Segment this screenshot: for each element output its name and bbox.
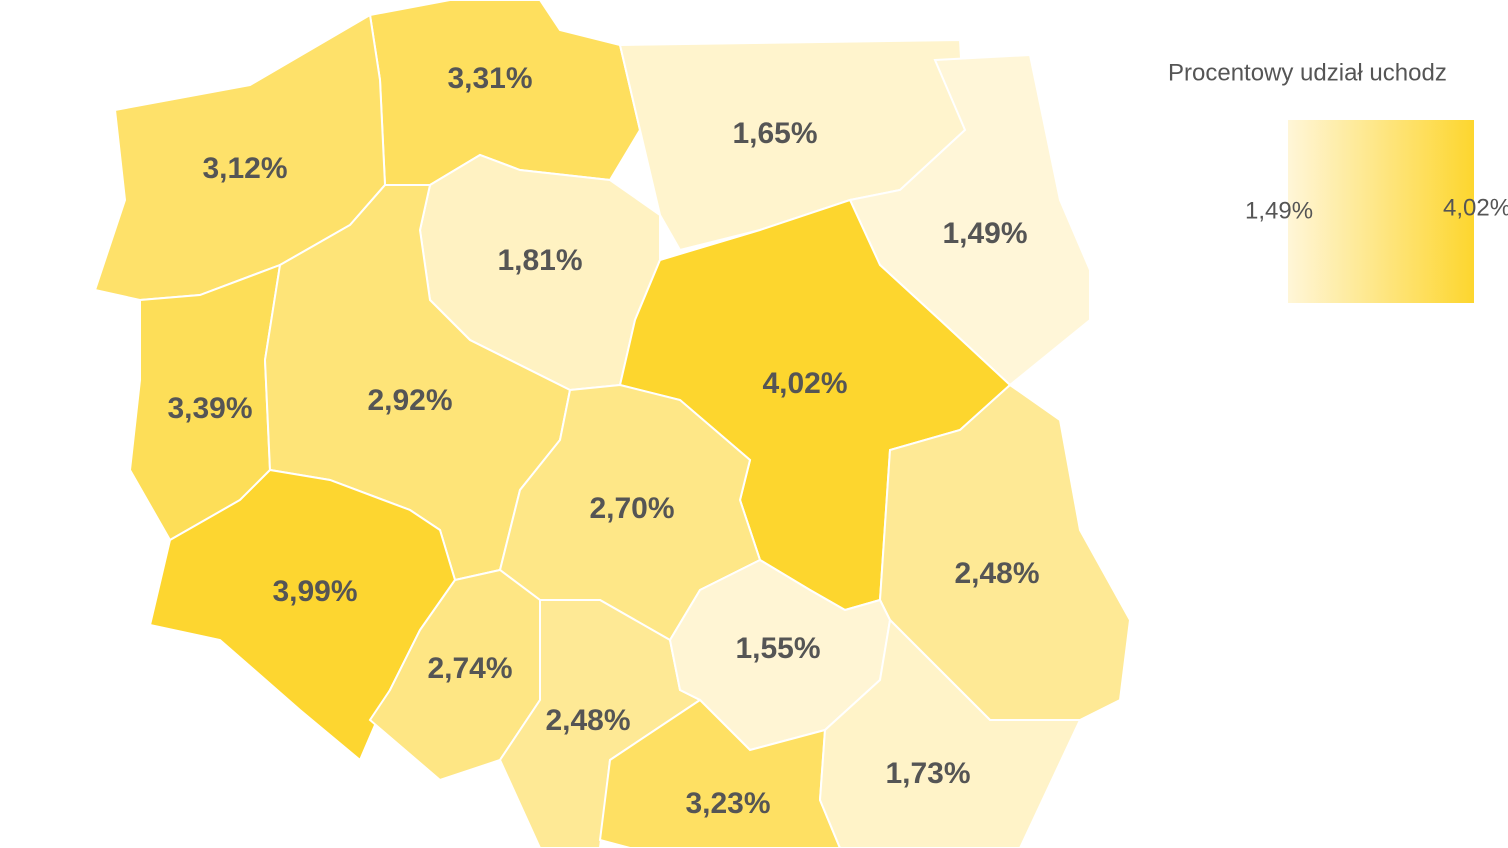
regions bbox=[93, 0, 1132, 848]
legend-gradient bbox=[1288, 120, 1474, 303]
legend-min-label: 1,49% bbox=[1245, 197, 1313, 224]
region-label: 1,65% bbox=[732, 117, 817, 150]
region bbox=[368, 568, 541, 782]
region-label: 2,70% bbox=[589, 492, 674, 525]
legend-max-label: 4,02% bbox=[1443, 194, 1508, 221]
region-label: 3,23% bbox=[685, 787, 770, 820]
region-label: 4,02% bbox=[762, 367, 847, 400]
labels: 3,31% 1,65% 1,49% 3,12% 1,81% 3,39% 2,92% 4,02%… bbox=[167, 62, 1039, 820]
region-label: 3,12% bbox=[202, 152, 287, 185]
region-label: 3,99% bbox=[272, 575, 357, 608]
legend-title: Procentowy udział uchodz bbox=[1168, 59, 1447, 86]
region-label: 2,48% bbox=[954, 557, 1039, 590]
region-label: 1,55% bbox=[735, 632, 820, 665]
region-label: 2,92% bbox=[367, 384, 452, 417]
region-label: 3,39% bbox=[167, 392, 252, 425]
region-label: 2,74% bbox=[427, 652, 512, 685]
region-label: 3,31% bbox=[447, 62, 532, 95]
region-label: 2,48% bbox=[545, 704, 630, 737]
region-label: 1,73% bbox=[885, 757, 970, 790]
region-label: 1,81% bbox=[497, 244, 582, 277]
region-label: 1,49% bbox=[942, 217, 1027, 250]
region bbox=[818, 617, 1082, 848]
